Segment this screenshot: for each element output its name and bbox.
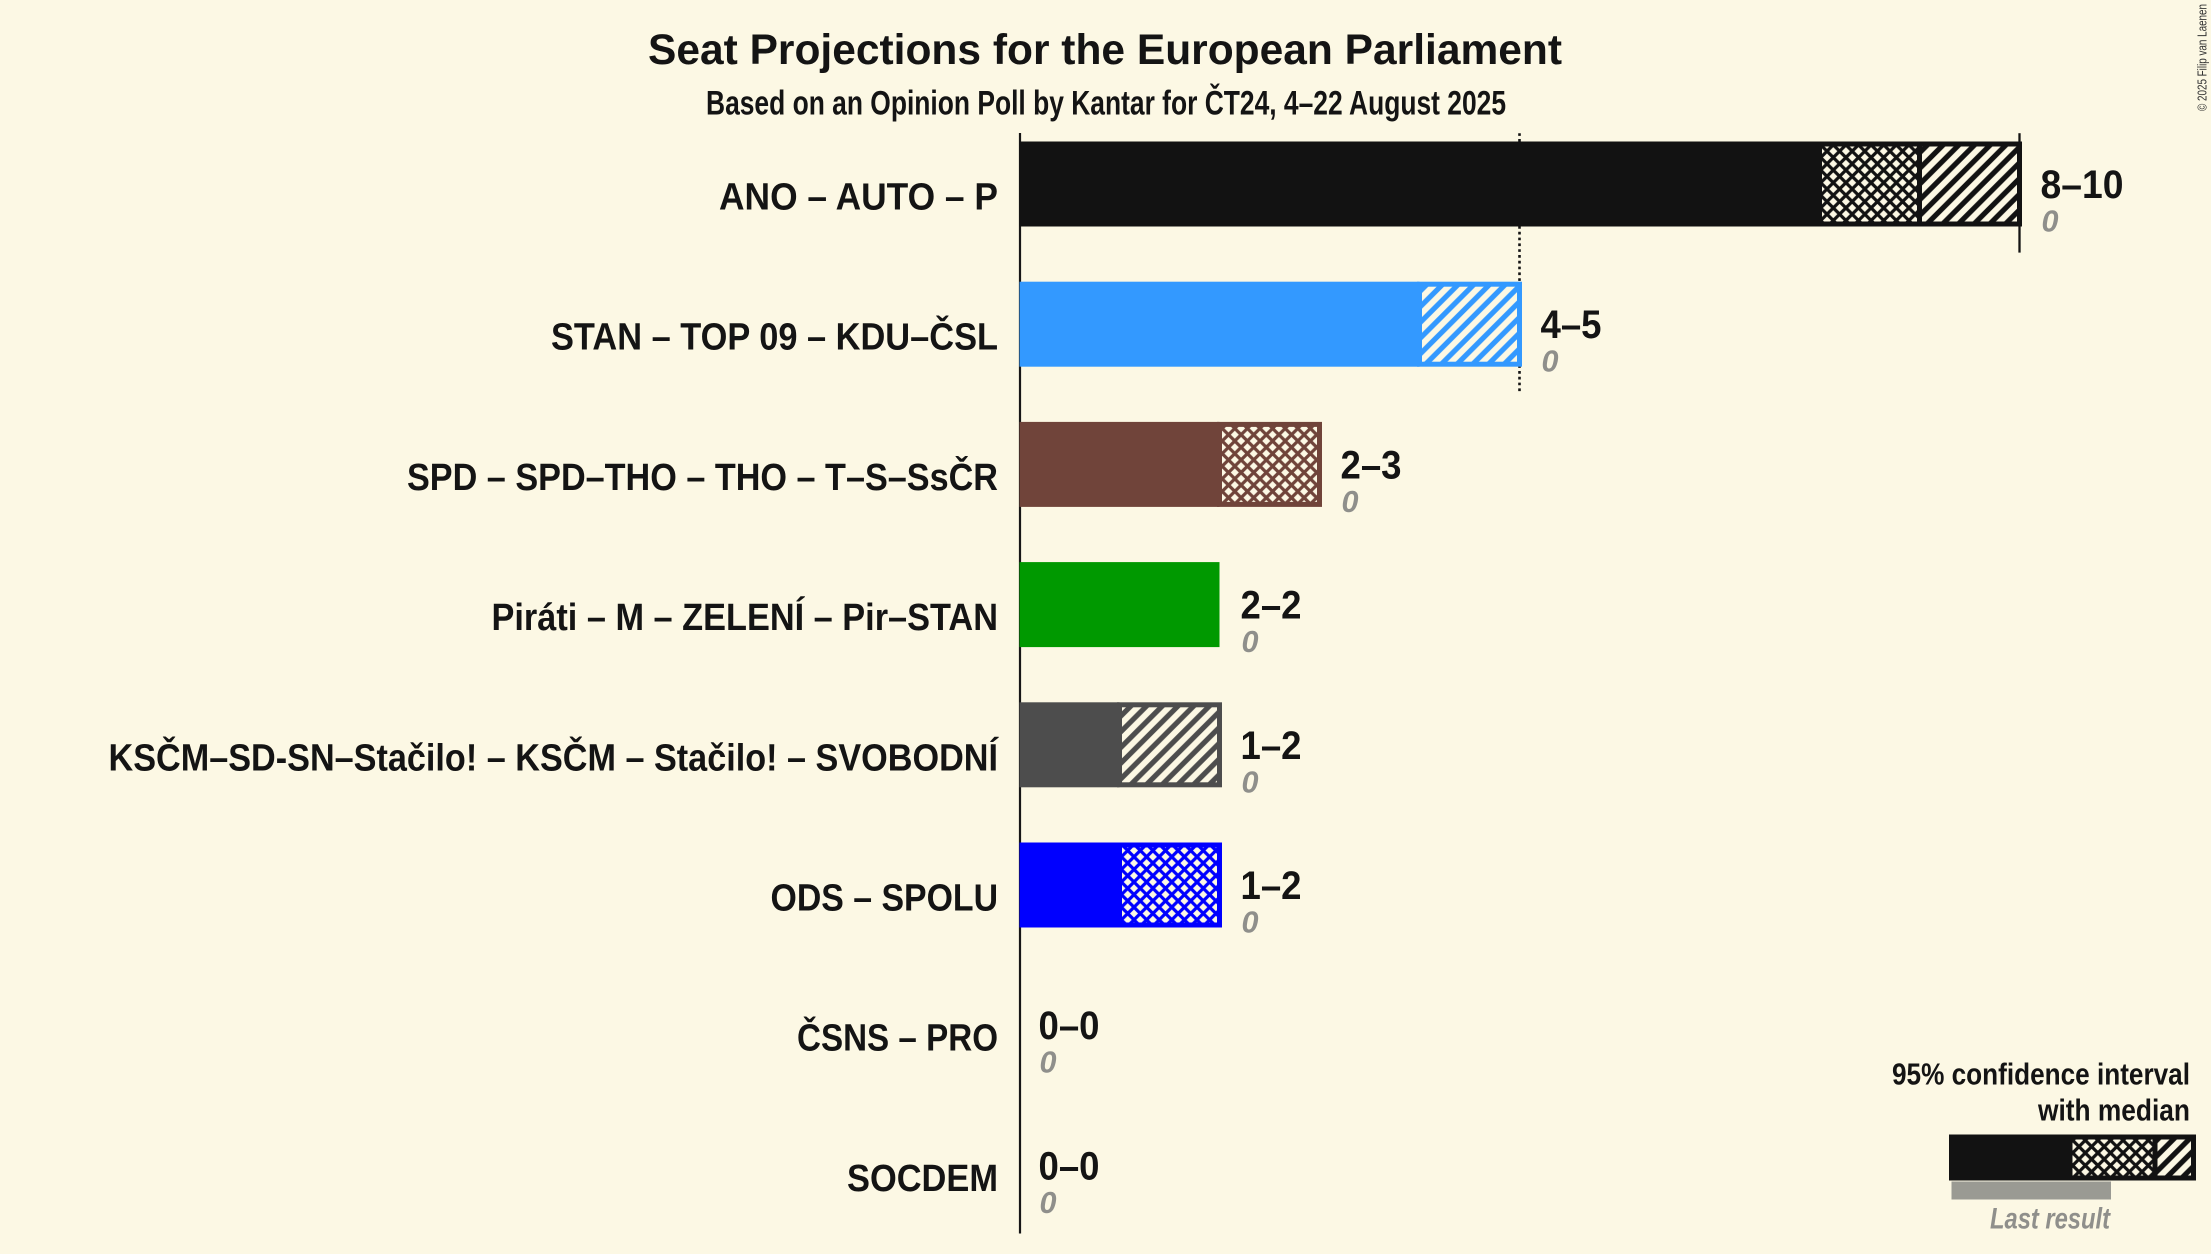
svg-text:Piráti – M – ZELENÍ – Pir–STAN: Piráti – M – ZELENÍ – Pir–STAN bbox=[492, 595, 999, 639]
svg-text:0–0: 0–0 bbox=[1039, 1144, 1100, 1188]
svg-text:0: 0 bbox=[1040, 1046, 1057, 1080]
svg-text:Seat Projections for the Europ: Seat Projections for the European Parlia… bbox=[648, 26, 1562, 74]
svg-text:1–2: 1–2 bbox=[1241, 724, 1302, 768]
svg-text:0: 0 bbox=[1342, 485, 1359, 519]
svg-text:0: 0 bbox=[1242, 906, 1259, 940]
svg-text:© 2025 Filip van Laenen: © 2025 Filip van Laenen bbox=[2196, 4, 2210, 111]
svg-text:Last result: Last result bbox=[1990, 1203, 2112, 1236]
svg-text:1–2: 1–2 bbox=[1241, 864, 1302, 908]
svg-text:2–2: 2–2 bbox=[1241, 584, 1302, 628]
svg-text:Based on an Opinion Poll by Ka: Based on an Opinion Poll by Kantar for Č… bbox=[706, 84, 1506, 123]
svg-text:SOCDEM: SOCDEM bbox=[847, 1158, 998, 1200]
svg-text:2–3: 2–3 bbox=[1341, 443, 1402, 487]
svg-text:0: 0 bbox=[1040, 1186, 1057, 1220]
svg-text:ČSNS – PRO: ČSNS – PRO bbox=[797, 1015, 998, 1060]
svg-text:0: 0 bbox=[2042, 205, 2059, 239]
svg-text:0–0: 0–0 bbox=[1039, 1004, 1100, 1048]
svg-text:8–10: 8–10 bbox=[2041, 163, 2124, 207]
svg-text:ANO – AUTO – P: ANO – AUTO – P bbox=[719, 177, 998, 219]
svg-text:with median: with median bbox=[2037, 1093, 2190, 1128]
svg-text:SPD – SPD–THO – THO – T–S–SsČR: SPD – SPD–THO – THO – T–S–SsČR bbox=[407, 454, 998, 499]
svg-text:0: 0 bbox=[1542, 345, 1559, 379]
svg-text:0: 0 bbox=[1242, 625, 1259, 659]
svg-text:4–5: 4–5 bbox=[1541, 303, 1602, 347]
svg-text:ODS – SPOLU: ODS – SPOLU bbox=[771, 878, 999, 920]
svg-text:0: 0 bbox=[1242, 765, 1259, 799]
svg-text:STAN – TOP 09 – KDU–ČSL: STAN – TOP 09 – KDU–ČSL bbox=[551, 314, 998, 359]
svg-text:95% confidence interval: 95% confidence interval bbox=[1892, 1056, 2190, 1091]
svg-text:KSČM–SD-SN–Stačilo! – KSČM – S: KSČM–SD-SN–Stačilo! – KSČM – Stačilo! – … bbox=[109, 734, 1000, 779]
